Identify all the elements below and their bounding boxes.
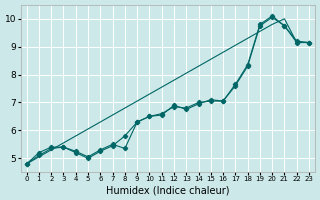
- X-axis label: Humidex (Indice chaleur): Humidex (Indice chaleur): [106, 185, 229, 195]
